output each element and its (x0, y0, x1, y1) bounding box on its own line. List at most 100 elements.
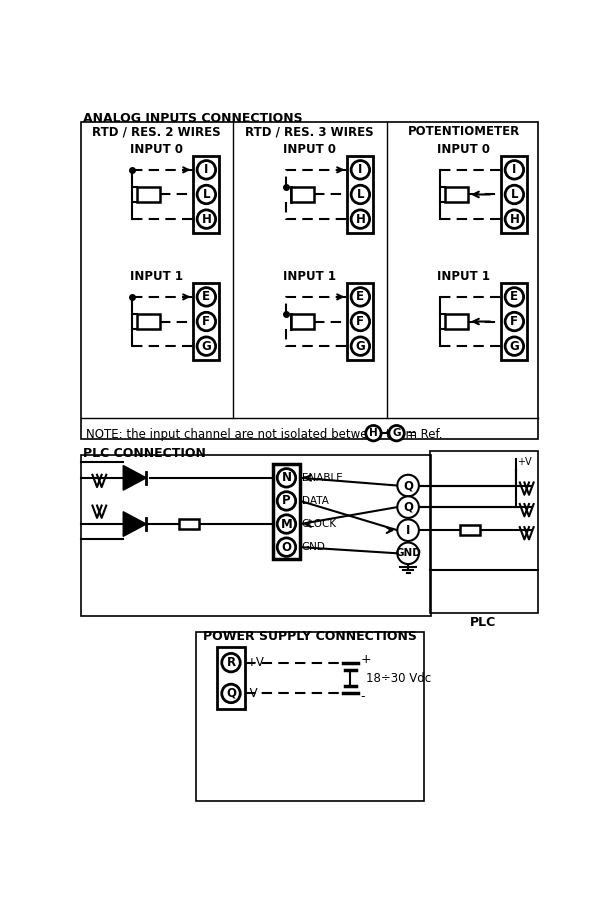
Text: E: E (202, 290, 210, 303)
Text: = Ref.: = Ref. (407, 428, 443, 441)
Text: PLC CONNECTION: PLC CONNECTION (83, 447, 206, 460)
Circle shape (222, 653, 240, 672)
Text: R: R (226, 656, 236, 669)
Circle shape (197, 337, 216, 355)
Text: F: F (202, 315, 210, 328)
Polygon shape (123, 511, 146, 537)
Text: NOTE: the input channel are not isolated between them: NOTE: the input channel are not isolated… (86, 428, 417, 441)
Bar (81, 455, 431, 616)
Circle shape (197, 210, 216, 228)
Text: CLOCK: CLOCK (302, 519, 337, 529)
Text: F: F (356, 315, 364, 328)
Text: L: L (356, 188, 364, 201)
Circle shape (397, 474, 419, 496)
Text: DATA: DATA (302, 496, 329, 506)
Circle shape (397, 520, 419, 541)
Bar (347, 283, 373, 360)
Text: INPUT 1: INPUT 1 (283, 270, 336, 283)
Bar (460, 525, 480, 535)
Bar (347, 156, 373, 233)
Bar (445, 314, 468, 329)
Bar (137, 187, 160, 202)
Circle shape (277, 469, 296, 487)
Circle shape (505, 210, 524, 228)
Text: I: I (204, 163, 208, 176)
Bar (193, 156, 219, 233)
Circle shape (277, 492, 296, 511)
Text: INPUT 0: INPUT 0 (130, 143, 183, 156)
Bar (445, 187, 468, 202)
Text: GND: GND (302, 542, 326, 552)
Bar (217, 648, 245, 709)
Bar (291, 187, 314, 202)
Circle shape (397, 542, 419, 564)
Text: -: - (361, 690, 365, 703)
Circle shape (505, 312, 524, 331)
Bar (81, 122, 538, 439)
Text: RTD / RES. 2 WIRES: RTD / RES. 2 WIRES (92, 125, 220, 138)
Text: POTENTIOMETER: POTENTIOMETER (408, 125, 519, 138)
Bar (179, 519, 199, 529)
Text: L: L (202, 188, 210, 201)
Bar (501, 283, 527, 360)
Text: GND: GND (395, 548, 421, 558)
Circle shape (351, 210, 370, 228)
Circle shape (351, 185, 370, 204)
Text: +V: +V (518, 457, 532, 467)
Circle shape (397, 496, 419, 518)
Bar (137, 314, 160, 329)
Text: INPUT 0: INPUT 0 (283, 143, 336, 156)
Text: INPUT 0: INPUT 0 (437, 143, 490, 156)
Text: INPUT 1: INPUT 1 (437, 270, 490, 283)
Text: P: P (282, 494, 291, 508)
Bar (196, 631, 423, 801)
Circle shape (505, 161, 524, 179)
Text: H: H (201, 213, 211, 226)
Circle shape (277, 538, 296, 557)
Text: E: E (510, 290, 518, 303)
Circle shape (505, 337, 524, 355)
Text: -V: -V (246, 687, 258, 700)
Text: G: G (356, 340, 365, 353)
Text: ENABLE: ENABLE (302, 473, 342, 483)
Circle shape (197, 185, 216, 204)
Circle shape (277, 515, 296, 533)
Text: G: G (202, 340, 211, 353)
Text: Q: Q (403, 479, 413, 492)
Bar (501, 156, 527, 233)
Text: N: N (281, 472, 292, 484)
Circle shape (351, 337, 370, 355)
Circle shape (197, 161, 216, 179)
Circle shape (389, 426, 404, 441)
Text: RTD / RES. 3 WIRES: RTD / RES. 3 WIRES (245, 125, 374, 138)
Text: I: I (358, 163, 362, 176)
Polygon shape (123, 465, 146, 490)
Text: O: O (281, 540, 292, 554)
Text: +: + (361, 653, 371, 666)
Text: PLC: PLC (470, 616, 496, 630)
Text: H: H (509, 213, 519, 226)
Text: E: E (356, 290, 364, 303)
Text: H: H (355, 213, 365, 226)
Circle shape (197, 312, 216, 331)
Text: M: M (281, 518, 292, 530)
Text: Q: Q (403, 501, 413, 513)
Text: +V: +V (246, 656, 265, 669)
Circle shape (197, 288, 216, 306)
Circle shape (351, 161, 370, 179)
Text: H: H (369, 428, 378, 438)
Bar (272, 464, 300, 559)
Circle shape (351, 312, 370, 331)
Circle shape (351, 288, 370, 306)
Circle shape (222, 685, 240, 703)
Text: I: I (512, 163, 516, 176)
Text: L: L (510, 188, 518, 201)
Circle shape (366, 426, 381, 441)
Bar (193, 283, 219, 360)
Bar (291, 314, 314, 329)
Text: POWER SUPPLY CONNECTIONS: POWER SUPPLY CONNECTIONS (202, 630, 417, 643)
Text: 18÷30 Vdc: 18÷30 Vdc (366, 672, 431, 685)
Text: G: G (510, 340, 519, 353)
Text: ANALOG INPUTS CONNECTIONS: ANALOG INPUTS CONNECTIONS (83, 112, 303, 125)
Circle shape (505, 288, 524, 306)
